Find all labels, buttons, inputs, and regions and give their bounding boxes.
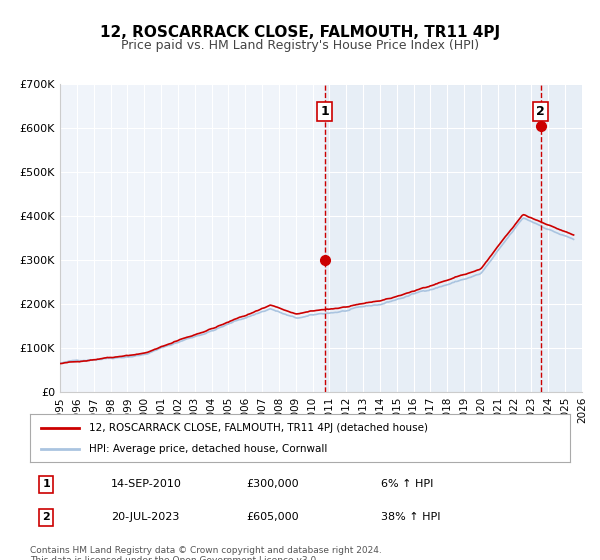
Text: 6% ↑ HPI: 6% ↑ HPI xyxy=(381,479,433,489)
Bar xyxy=(325,84,582,392)
Text: 2: 2 xyxy=(536,105,545,118)
Text: 38% ↑ HPI: 38% ↑ HPI xyxy=(381,512,440,522)
Text: 2: 2 xyxy=(43,512,50,522)
Text: Price paid vs. HM Land Registry's House Price Index (HPI): Price paid vs. HM Land Registry's House … xyxy=(121,39,479,52)
Text: 12, ROSCARRACK CLOSE, FALMOUTH, TR11 4PJ: 12, ROSCARRACK CLOSE, FALMOUTH, TR11 4PJ xyxy=(100,25,500,40)
Text: £605,000: £605,000 xyxy=(246,512,299,522)
Text: 12, ROSCARRACK CLOSE, FALMOUTH, TR11 4PJ (detached house): 12, ROSCARRACK CLOSE, FALMOUTH, TR11 4PJ… xyxy=(89,423,428,433)
Text: 14-SEP-2010: 14-SEP-2010 xyxy=(111,479,182,489)
Text: HPI: Average price, detached house, Cornwall: HPI: Average price, detached house, Corn… xyxy=(89,444,328,454)
Text: Contains HM Land Registry data © Crown copyright and database right 2024.
This d: Contains HM Land Registry data © Crown c… xyxy=(30,546,382,560)
Text: 20-JUL-2023: 20-JUL-2023 xyxy=(111,512,179,522)
Text: 1: 1 xyxy=(320,105,329,118)
Text: £300,000: £300,000 xyxy=(246,479,299,489)
Text: 1: 1 xyxy=(43,479,50,489)
